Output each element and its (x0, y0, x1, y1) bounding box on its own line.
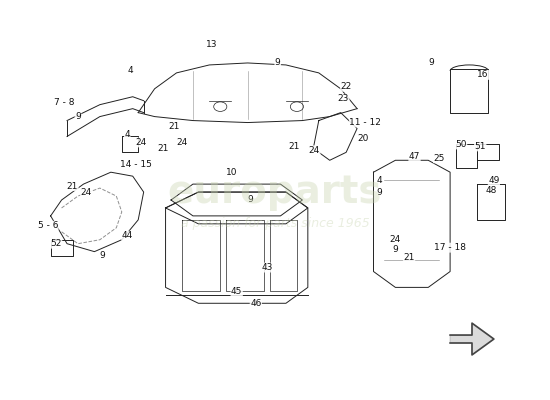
Text: 16: 16 (477, 70, 489, 79)
Text: 9: 9 (376, 188, 382, 196)
Text: 43: 43 (261, 263, 272, 272)
Text: 9: 9 (100, 251, 106, 260)
Text: 21: 21 (288, 142, 300, 151)
Text: 4: 4 (127, 66, 133, 76)
Polygon shape (450, 323, 494, 355)
Text: 9: 9 (393, 245, 398, 254)
Text: 48: 48 (486, 186, 497, 194)
Text: 45: 45 (231, 287, 243, 296)
Text: a passion for parts since 1965: a passion for parts since 1965 (180, 217, 370, 230)
Text: 13: 13 (206, 40, 218, 49)
Text: 24: 24 (81, 188, 92, 196)
Text: 14 - 15: 14 - 15 (119, 160, 151, 169)
Text: 24: 24 (390, 235, 401, 244)
Text: 47: 47 (409, 152, 420, 161)
Text: 17 - 18: 17 - 18 (434, 243, 466, 252)
Text: 24: 24 (177, 138, 188, 147)
Text: 49: 49 (488, 176, 499, 185)
Text: 23: 23 (338, 94, 349, 103)
Text: 51: 51 (475, 142, 486, 151)
Text: 22: 22 (340, 82, 352, 91)
Text: 50: 50 (455, 140, 467, 149)
Text: 24: 24 (309, 146, 320, 155)
Text: 5 - 6: 5 - 6 (37, 221, 58, 230)
Text: europarts: europarts (168, 173, 382, 211)
Text: 25: 25 (433, 154, 445, 163)
Text: 7 - 8: 7 - 8 (54, 98, 75, 107)
Text: 9: 9 (428, 58, 434, 68)
Text: 21: 21 (67, 182, 78, 190)
Text: 4: 4 (376, 176, 382, 185)
Text: 24: 24 (135, 138, 146, 147)
Text: 9: 9 (75, 112, 81, 121)
Text: 44: 44 (122, 231, 133, 240)
Text: 9: 9 (275, 58, 280, 68)
Text: 11 - 12: 11 - 12 (349, 118, 381, 127)
Text: 20: 20 (357, 134, 368, 143)
Text: 10: 10 (226, 168, 237, 177)
Text: 9: 9 (248, 196, 253, 204)
Text: 21: 21 (168, 122, 179, 131)
Text: 21: 21 (157, 144, 168, 153)
Text: 21: 21 (403, 253, 415, 262)
Text: 52: 52 (51, 239, 62, 248)
Text: 46: 46 (250, 299, 262, 308)
Text: 4: 4 (124, 130, 130, 139)
